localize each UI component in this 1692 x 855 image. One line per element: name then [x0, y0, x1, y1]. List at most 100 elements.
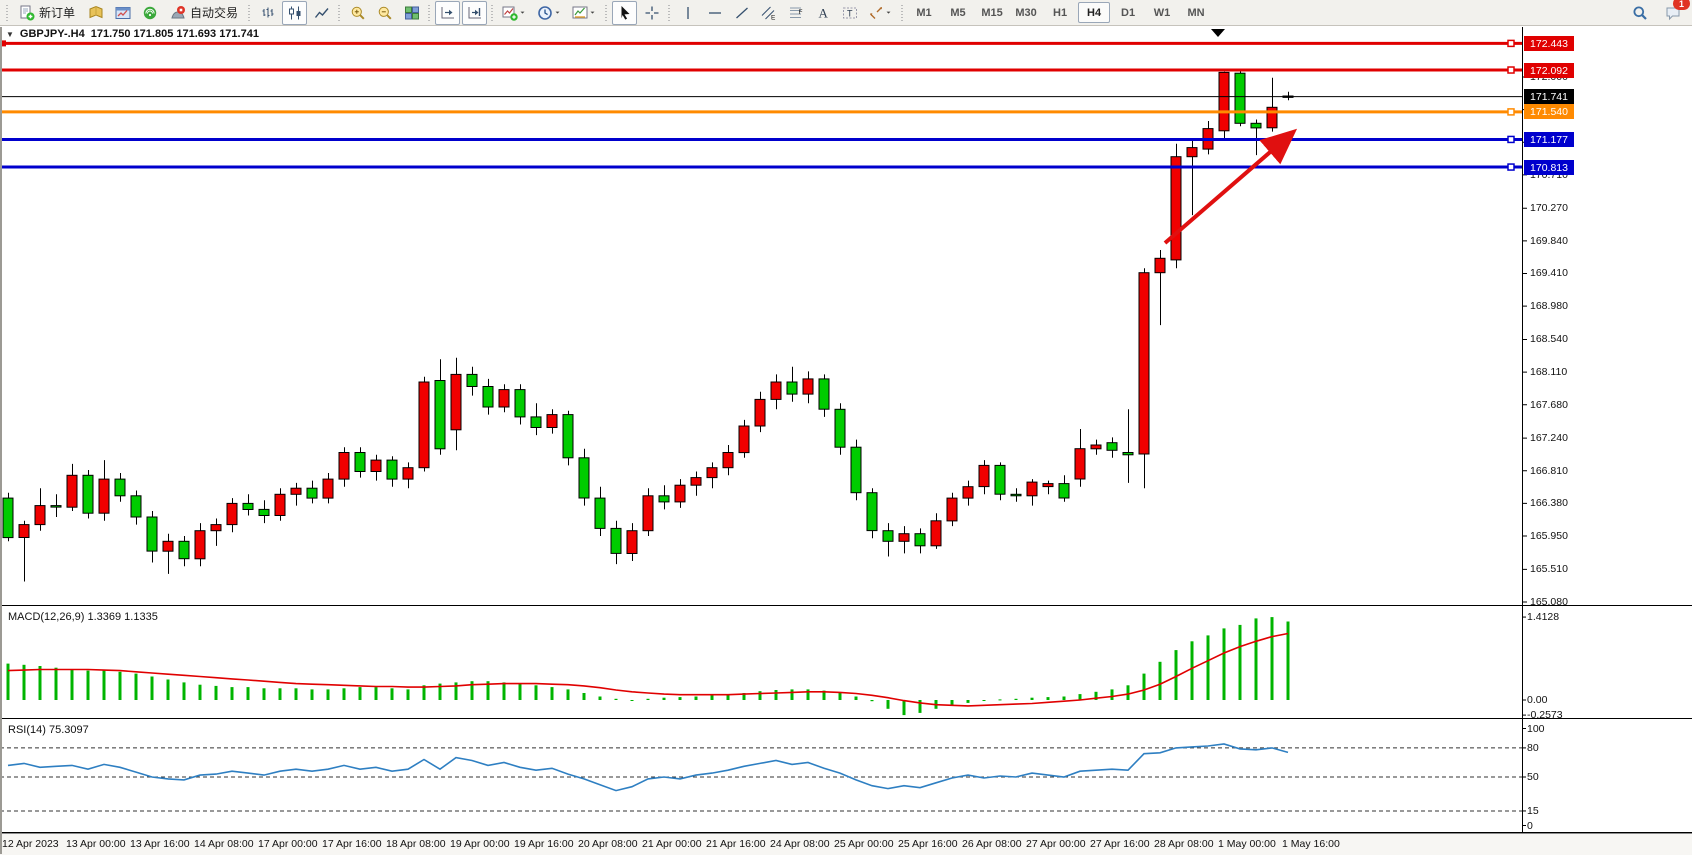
macd-histogram-bar	[646, 698, 650, 700]
chart-window-icon	[115, 6, 131, 19]
macd-axis-tick: 1.4128	[1527, 611, 1560, 623]
macd-histogram-bar	[1190, 641, 1194, 700]
macd-histogram-bar	[454, 682, 458, 700]
time-axis-label: 27 Apr 00:00	[1026, 838, 1086, 850]
timeframe-m30-button[interactable]: M30	[1015, 6, 1037, 19]
fibonacci-button[interactable]: F	[783, 1, 808, 25]
macd-histogram-bar	[518, 683, 522, 700]
trendline-button[interactable]	[729, 1, 754, 25]
timeframe-mn-button[interactable]: MN	[1187, 6, 1205, 19]
notifications-button[interactable]: 1	[1660, 0, 1690, 25]
macd-histogram-bar	[838, 693, 842, 700]
templates-button[interactable]	[568, 1, 601, 25]
trend-arrow-annotation[interactable]	[1163, 128, 1298, 245]
symbol-dropdown-icon[interactable]: ▼	[6, 29, 14, 39]
time-axis-label: 14 Apr 08:00	[194, 838, 254, 850]
bar-chart-button[interactable]	[255, 1, 280, 25]
price-axis-tick: 168.540	[1530, 333, 1568, 345]
timeframe-m15-button[interactable]: M15	[981, 6, 1003, 19]
line-handle-icon[interactable]	[0, 40, 6, 47]
crosshair-button[interactable]	[639, 1, 664, 25]
text-icon: A	[818, 5, 828, 20]
line-handle-icon[interactable]	[1507, 163, 1515, 171]
time-axis-label: 13 Apr 16:00	[130, 838, 190, 850]
macd-histogram-bar	[1158, 661, 1162, 700]
line-handle-icon[interactable]	[1507, 66, 1515, 74]
macd-histogram-bar	[694, 696, 698, 700]
price-line-label: 171.540	[1524, 104, 1574, 119]
macd-histogram-bar	[726, 694, 730, 700]
search-button[interactable]	[1627, 1, 1652, 25]
timeframe-m1-button[interactable]: M1	[916, 6, 932, 19]
line-handle-icon[interactable]	[1507, 135, 1515, 144]
line-chart-button[interactable]	[309, 1, 334, 25]
periods-button[interactable]	[533, 1, 566, 25]
time-axis-label: 28 Apr 08:00	[1154, 838, 1214, 850]
new-order-button-label: 新订单	[39, 6, 76, 20]
timeframe-m5-button[interactable]: M5	[950, 6, 966, 19]
candlestick-chart-button[interactable]	[282, 0, 308, 25]
timeframe-h4-button[interactable]: H4	[1078, 2, 1111, 23]
macd-histogram-bar	[614, 698, 618, 700]
channel-button[interactable]: E	[756, 1, 781, 25]
time-axis-label: 27 Apr 16:00	[1090, 838, 1150, 850]
arrows-button[interactable]	[864, 1, 897, 25]
chart-shift-button[interactable]	[462, 0, 488, 25]
search-icon	[1633, 6, 1647, 20]
autotrading-button[interactable]: 自动交易	[164, 1, 244, 25]
text-label-button[interactable]: T	[837, 1, 862, 25]
zoom-out-button[interactable]	[372, 1, 397, 25]
new-order-icon	[20, 5, 35, 20]
macd-histogram-bar	[1238, 624, 1242, 700]
chart-canvas[interactable]: ▼ GBPJPY-.H4 171.750 171.805 171.693 171…	[0, 27, 1692, 854]
templates-icon	[572, 6, 588, 18]
toolbar-separator	[246, 2, 254, 23]
timeframe-h1-button[interactable]: H1	[1053, 6, 1068, 19]
indicators-icon	[502, 6, 518, 21]
new-order-button[interactable]: 新订单	[13, 1, 81, 25]
macd-indicator-label: MACD(12,26,9) 1.3369 1.1335	[8, 611, 158, 623]
macd-histogram-bar	[1078, 694, 1082, 700]
line-handle-icon[interactable]	[1507, 108, 1515, 116]
timeframe-w1-button[interactable]: W1	[1153, 6, 1171, 19]
tile-windows-button[interactable]	[399, 1, 424, 25]
autoscroll-icon	[441, 6, 454, 18]
text-button[interactable]: A	[810, 1, 835, 25]
vertical-line-button[interactable]	[675, 1, 700, 25]
time-axis-label: 13 Apr 00:00	[66, 838, 126, 850]
channel-icon: E	[761, 6, 776, 21]
indicators-button[interactable]	[498, 1, 531, 25]
autotrading-icon	[171, 5, 186, 18]
rsi-axis-tick: 100	[1527, 723, 1545, 735]
macd-histogram-bar	[742, 693, 746, 700]
macd-histogram-bar	[246, 687, 250, 700]
chart-window-button[interactable]	[110, 1, 135, 25]
macd-histogram-bar	[1110, 689, 1114, 700]
timeframe-d1-button[interactable]: D1	[1121, 6, 1136, 19]
rsi-line	[7, 743, 1289, 792]
time-axis-label: 21 Apr 00:00	[642, 838, 702, 850]
cursor-button[interactable]	[612, 0, 638, 25]
price-axis-tick: 166.810	[1530, 465, 1568, 477]
market-watch-button[interactable]	[83, 1, 108, 25]
horizontal-line-button[interactable]	[702, 1, 727, 25]
signals-button[interactable]	[137, 1, 162, 25]
auto-scroll-button[interactable]	[435, 0, 461, 25]
svg-text:F: F	[798, 9, 802, 16]
line-handle-icon[interactable]	[1507, 39, 1515, 48]
macd-histogram-bar	[22, 664, 26, 700]
current-price-label: 171.741	[1524, 89, 1574, 104]
macd-histogram-bar	[310, 689, 314, 700]
time-axis[interactable]	[0, 833, 1692, 855]
macd-histogram-bar	[230, 687, 234, 700]
macd-histogram-bar	[1142, 673, 1146, 700]
zoom-out-icon	[378, 6, 392, 20]
macd-histogram-bar	[950, 700, 954, 706]
macd-histogram-bar	[550, 687, 554, 700]
time-axis-label: 25 Apr 16:00	[898, 838, 958, 850]
price-axis-tick: 165.950	[1530, 530, 1568, 542]
rsi-indicator-label: RSI(14) 75.3097	[8, 724, 89, 736]
chart-shift-marker[interactable]	[1211, 29, 1225, 37]
zoom-in-button[interactable]	[345, 1, 370, 25]
macd-histogram-bar	[1046, 697, 1050, 700]
